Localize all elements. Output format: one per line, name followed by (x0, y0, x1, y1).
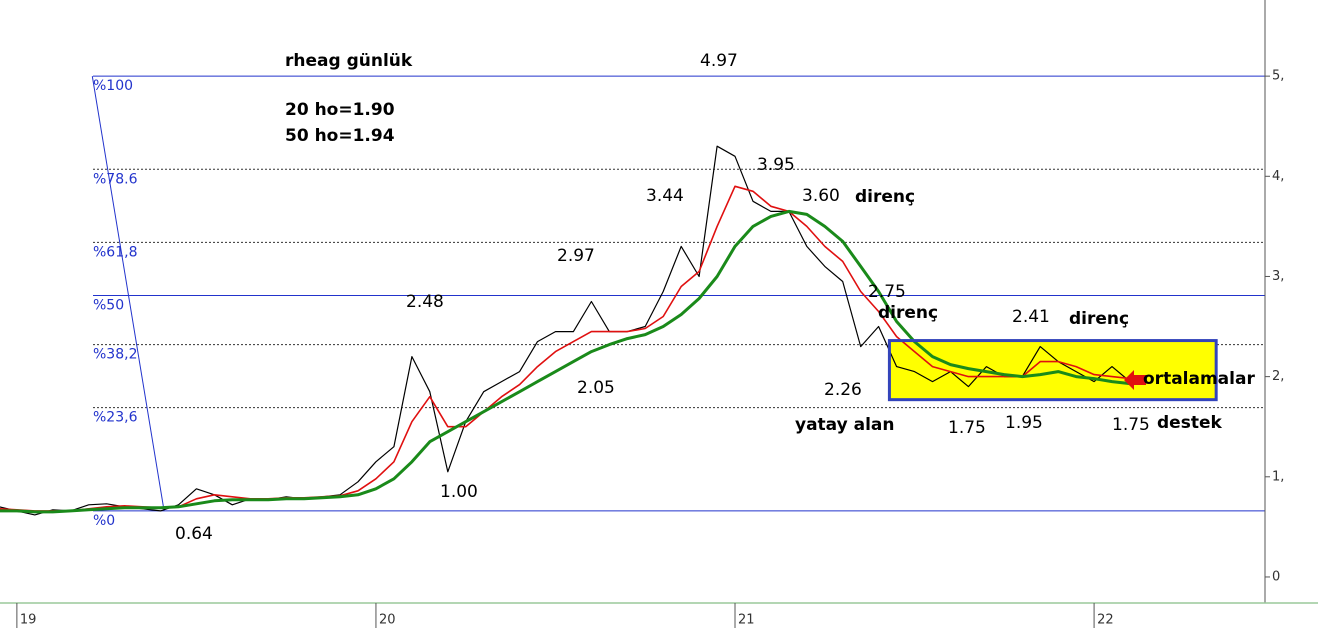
zone-border (887, 339, 1218, 402)
x-tick-label: 22 (1097, 613, 1114, 628)
annotation: 0.64 (175, 524, 213, 544)
y-tick-label: 0 (1272, 569, 1280, 584)
x-tick-label: 19 (20, 613, 37, 628)
annotation: 1.95 (1005, 413, 1043, 433)
annotation: rheag günlük (285, 51, 413, 71)
x-tick-label: 21 (738, 613, 755, 628)
plot-layer (0, 145, 1218, 516)
annotation: 2.48 (406, 292, 444, 312)
annotation: 2.97 (557, 246, 595, 266)
y-tick-label: 2, (1272, 369, 1284, 384)
annotation: 3.60 (802, 186, 840, 206)
fib-label: %78.6 (93, 171, 138, 187)
annotation: 2.26 (824, 380, 862, 400)
annotation: yatay alan (795, 415, 895, 435)
annotation: ortalamalar (1143, 369, 1255, 389)
annotation: direnç (855, 187, 915, 207)
y-tick-label: 1, (1272, 469, 1284, 484)
annotation: 3.95 (757, 155, 795, 175)
annotation: 2.05 (577, 378, 615, 398)
y-tick-label: 5, (1272, 69, 1284, 84)
annotation: 1.75 (1112, 415, 1150, 435)
fib-label: %100 (93, 78, 133, 94)
fib-label: %50 (93, 297, 124, 313)
fib-label: %23,6 (93, 410, 138, 426)
fib-label: %38,2 (93, 347, 137, 363)
moving-average-line (0, 209, 1131, 514)
annotation: 2.75 (868, 282, 906, 302)
annotation: 3.44 (646, 186, 684, 206)
annotation: 50 ho=1.94 (285, 126, 395, 146)
annotation-layer: rheag günlük 20 ho=1.90 50 ho=1.94 4.97 3.95… (175, 51, 1255, 544)
y-tick-label: 3, (1272, 269, 1284, 284)
fib-label: %0 (93, 513, 115, 529)
annotation: 4.97 (700, 51, 738, 71)
trendline (91, 76, 165, 511)
annotation: destek (1157, 413, 1222, 433)
annotation: 1.00 (440, 482, 478, 502)
x-tick-label: 20 (379, 613, 396, 628)
arrow (1124, 370, 1146, 390)
annotation: 1.75 (948, 418, 986, 438)
annotation: 2.41 (1012, 307, 1050, 327)
annotation: direnç (878, 303, 938, 323)
price-line (0, 145, 1131, 516)
fib-label: %61,8 (93, 244, 137, 260)
annotation: 20 ho=1.90 (285, 100, 395, 120)
y-tick-label: 4, (1272, 169, 1284, 184)
annotation: direnç (1069, 309, 1129, 329)
moving-average-line (0, 185, 1131, 512)
